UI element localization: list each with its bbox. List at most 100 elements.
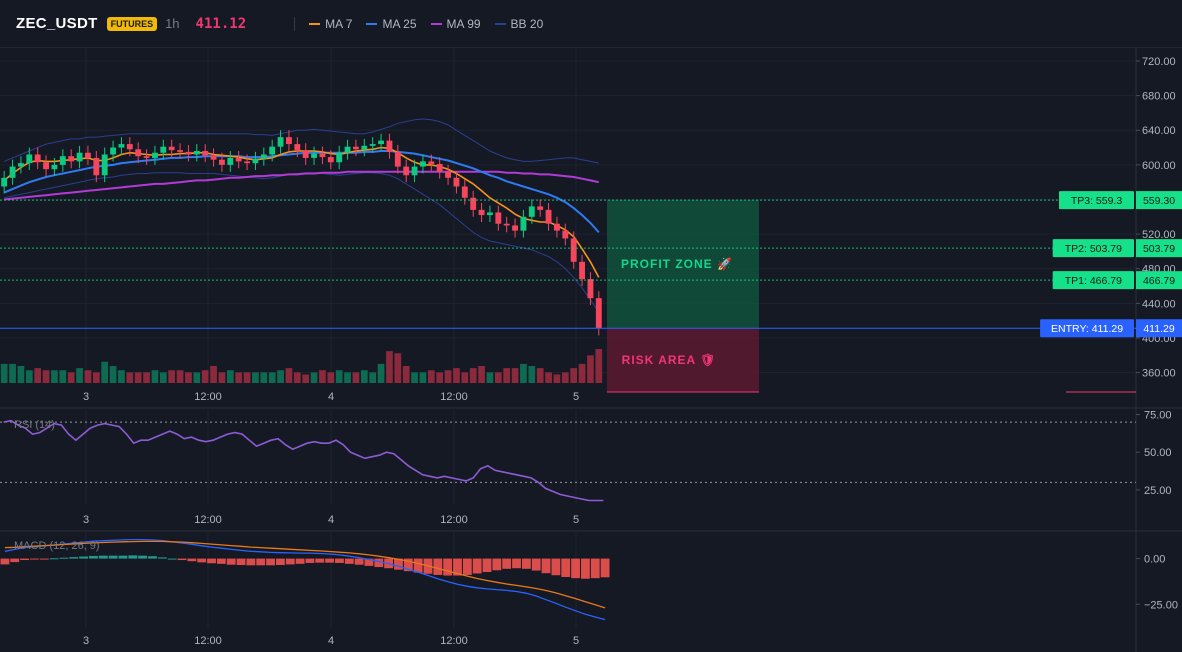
volume-bar bbox=[260, 372, 268, 383]
last-price: 411.12 bbox=[195, 15, 247, 32]
macd-histogram-bar bbox=[305, 558, 315, 563]
candle-body bbox=[110, 147, 116, 155]
volume-bar bbox=[76, 368, 83, 383]
macd-signal-line bbox=[4, 540, 606, 609]
macd-histogram-bar bbox=[433, 558, 443, 575]
volume-bar bbox=[134, 372, 142, 383]
candle-body bbox=[512, 225, 518, 231]
volume-bar bbox=[302, 374, 310, 383]
candle-body bbox=[353, 146, 359, 150]
candle-body bbox=[160, 146, 167, 153]
macd-histogram-bar bbox=[315, 558, 325, 563]
macd-histogram-bar bbox=[216, 558, 226, 564]
volume-bar bbox=[25, 370, 33, 383]
entry-tag-label: ENTRY: 411.29 bbox=[1051, 323, 1123, 335]
macd-time-label: 5 bbox=[573, 635, 579, 647]
macd-histogram-bar bbox=[98, 555, 108, 559]
volume-bar bbox=[193, 372, 201, 383]
volume-bar bbox=[486, 372, 494, 383]
rsi-title: RSI (14) bbox=[14, 419, 55, 431]
candle-body bbox=[336, 152, 343, 163]
volume-bar bbox=[461, 372, 469, 383]
candle-body bbox=[428, 161, 435, 164]
tp1-axis-tag bbox=[1136, 271, 1182, 290]
legend-ma25[interactable]: MA 25 bbox=[366, 17, 417, 31]
legend-ma7-swatch bbox=[309, 22, 321, 25]
macd-histogram-bar bbox=[275, 558, 285, 566]
volume-bar bbox=[235, 372, 243, 383]
legend-ma99-swatch bbox=[430, 22, 442, 25]
bollinger-lower-line bbox=[4, 172, 600, 313]
macd-histogram-bar bbox=[207, 558, 216, 564]
macd-histogram-bar bbox=[462, 558, 472, 575]
macd-histogram-bar bbox=[197, 558, 207, 563]
symbol-name[interactable]: ZEC_USDT bbox=[16, 15, 98, 32]
timeframe-label[interactable]: 1h bbox=[165, 16, 180, 31]
macd-histogram-bar bbox=[600, 558, 610, 578]
macd-tick-label: 0.00 bbox=[1144, 554, 1165, 566]
candle-body bbox=[1, 177, 8, 187]
tp2-tag-label: TP2: 503.79 bbox=[1065, 243, 1122, 255]
rsi-time-label: 12:00 bbox=[440, 514, 468, 526]
volume-bar bbox=[369, 372, 377, 383]
macd-histogram-bar bbox=[108, 555, 118, 559]
volume-bar bbox=[545, 372, 552, 383]
price-tick-label: 440.00 bbox=[1142, 298, 1176, 310]
volume-bar bbox=[327, 372, 335, 383]
macd-histogram-bar bbox=[138, 555, 148, 559]
header-divider bbox=[294, 16, 296, 31]
legend-ma7[interactable]: MA 7 bbox=[309, 17, 352, 31]
macd-histogram-bar bbox=[325, 558, 335, 563]
legend-bb20[interactable]: BB 20 bbox=[494, 17, 543, 31]
macd-histogram-bar bbox=[541, 558, 551, 574]
main-time-label: 3 bbox=[83, 391, 89, 403]
candle-body bbox=[453, 177, 460, 187]
volume-bar bbox=[159, 372, 167, 383]
volume-bar bbox=[427, 370, 435, 383]
macd-histogram-bar bbox=[521, 558, 531, 569]
volume-bar bbox=[268, 372, 276, 383]
macd-histogram-bar bbox=[551, 558, 561, 576]
volume-bar bbox=[176, 370, 184, 383]
candle-body bbox=[579, 261, 585, 280]
candle-body bbox=[193, 151, 200, 155]
volume-bar bbox=[0, 363, 8, 383]
tp3-axis-value: 559.30 bbox=[1143, 195, 1175, 207]
volume-bar bbox=[494, 372, 502, 383]
legend-ma99[interactable]: MA 99 bbox=[430, 16, 481, 31]
macd-histogram-bar bbox=[89, 555, 98, 559]
candle-body bbox=[554, 223, 560, 231]
price-axis-background bbox=[1136, 48, 1182, 652]
volume-bar bbox=[561, 372, 569, 383]
rsi-tick-label: 25.00 bbox=[1144, 485, 1172, 497]
macd-histogram-bar bbox=[295, 558, 305, 564]
volume-bar bbox=[536, 368, 544, 383]
main-time-label: 12:00 bbox=[440, 391, 468, 403]
macd-histogram-bar bbox=[10, 558, 20, 563]
macd-histogram-bar bbox=[590, 558, 600, 579]
price-tick-label: 520.00 bbox=[1142, 229, 1176, 241]
candle-body bbox=[503, 223, 510, 226]
price-tick-label: 600.00 bbox=[1142, 160, 1176, 172]
rsi-time-label: 12:00 bbox=[194, 514, 222, 526]
candle-body bbox=[93, 157, 100, 176]
candle-body bbox=[202, 151, 209, 156]
macd-time-label: 3 bbox=[83, 635, 89, 647]
volume-bar bbox=[218, 372, 226, 383]
candle-body bbox=[495, 212, 502, 224]
macd-histogram-bar bbox=[571, 558, 580, 579]
tp2-tag bbox=[1052, 239, 1134, 258]
volume-bar bbox=[453, 368, 460, 383]
candle-body bbox=[68, 156, 75, 162]
macd-histogram-bar bbox=[354, 558, 364, 565]
rsi-time-label: 5 bbox=[573, 514, 579, 526]
legend-ma99-label: MA 99 bbox=[446, 16, 481, 31]
candle-body bbox=[294, 144, 301, 151]
volume-bar bbox=[252, 372, 259, 383]
volume-bar bbox=[243, 372, 251, 383]
volume-bar bbox=[168, 370, 176, 383]
macd-histogram-bar bbox=[364, 558, 374, 566]
macd-histogram-bar bbox=[561, 558, 571, 577]
risk-area-label: RISK AREA 🛡 bbox=[622, 353, 717, 367]
